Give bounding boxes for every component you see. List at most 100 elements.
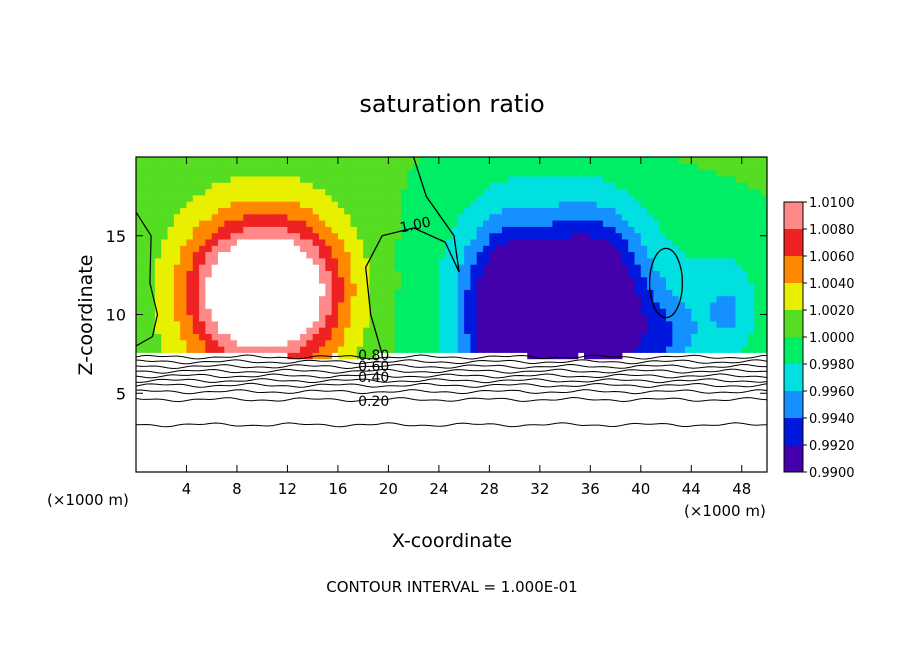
field-cell: [520, 295, 528, 303]
field-cell: [640, 333, 648, 341]
field-cell: [647, 327, 655, 334]
field-cell: [394, 339, 402, 347]
field-cell: [262, 289, 270, 297]
field-cell: [565, 194, 572, 202]
field-cell: [716, 238, 724, 246]
field-cell: [142, 339, 150, 347]
field-cell: [255, 245, 263, 253]
field-cell: [224, 188, 232, 196]
field-cell: [760, 226, 767, 234]
field-cell: [577, 188, 585, 196]
field-cell: [173, 201, 181, 208]
field-cell: [312, 182, 320, 190]
field-cell: [520, 314, 528, 322]
field-cell: [438, 257, 446, 265]
field-cell: [161, 333, 169, 341]
field-cell: [539, 182, 547, 190]
field-cell: [142, 333, 150, 341]
field-cell: [356, 175, 364, 183]
field-cell: [173, 308, 181, 316]
field-cell: [735, 182, 743, 190]
field-cell: [457, 238, 465, 246]
field-cell: [224, 226, 232, 234]
field-cell: [710, 295, 718, 303]
field-cell: [741, 201, 749, 208]
field-cell: [180, 333, 188, 341]
field-cell: [621, 194, 629, 202]
field-cell: [426, 169, 434, 177]
field-cell: [224, 175, 232, 183]
field-cell: [647, 346, 655, 353]
field-cell: [653, 207, 661, 215]
field-cell: [729, 157, 737, 164]
field-cell: [268, 314, 276, 322]
field-cell: [565, 220, 572, 227]
field-cell: [508, 327, 516, 334]
field-cell: [363, 333, 371, 341]
field-cell: [577, 346, 585, 353]
field-cell: [621, 339, 629, 347]
field-cell: [438, 226, 446, 234]
field-cell: [192, 220, 200, 227]
field-cell: [445, 220, 453, 227]
field-cell: [413, 245, 421, 253]
field-cell: [584, 346, 591, 353]
field-cell: [533, 201, 541, 208]
field-cell: [464, 320, 472, 328]
field-cell: [678, 194, 686, 202]
field-cell: [312, 320, 320, 328]
field-cell: [476, 320, 484, 328]
field-cell: [300, 320, 307, 328]
field-cell: [394, 295, 402, 303]
field-cell: [243, 188, 251, 196]
field-cell: [205, 188, 213, 196]
field-cell: [281, 201, 289, 208]
field-cell: [489, 333, 497, 341]
field-cell: [318, 201, 326, 208]
field-cell: [697, 175, 705, 183]
field-cell: [388, 283, 396, 290]
field-cell: [628, 346, 636, 353]
field-cell: [300, 289, 307, 297]
field-cell: [186, 182, 194, 190]
field-cell: [533, 257, 541, 265]
field-cell: [445, 251, 453, 259]
field-cell: [546, 175, 554, 183]
field-cell: [205, 238, 213, 246]
field-cell: [211, 207, 219, 215]
field-cell: [703, 264, 711, 271]
field-cell: [318, 163, 326, 171]
field-cell: [236, 238, 244, 246]
field-cell: [748, 308, 755, 316]
field-cell: [659, 220, 667, 227]
field-cell: [268, 175, 276, 183]
field-cell: [539, 270, 547, 278]
field-cell: [224, 295, 232, 303]
field-cell: [363, 308, 371, 316]
field-cell: [666, 194, 673, 202]
field-cell: [697, 182, 705, 190]
field-cell: [161, 245, 169, 253]
field-cell: [495, 163, 503, 171]
field-cell: [230, 308, 238, 316]
field-cell: [161, 175, 169, 183]
field-cell: [489, 346, 497, 353]
field-cell: [281, 251, 289, 259]
field-cell: [350, 333, 358, 341]
field-cell: [672, 270, 680, 278]
field-cell: [666, 283, 673, 290]
field-cell: [609, 213, 617, 221]
field-cell: [401, 339, 408, 347]
field-cell: [659, 207, 667, 215]
field-cell: [211, 276, 219, 284]
field-cell: [236, 327, 244, 334]
field-cell: [136, 182, 143, 190]
field-cell: [413, 257, 421, 265]
field-cell: [199, 301, 207, 309]
field-cell: [407, 308, 415, 316]
field-cell: [489, 238, 497, 246]
field-cell: [729, 201, 737, 208]
field-cell: [501, 175, 509, 183]
field-cell: [186, 188, 194, 196]
field-cell: [255, 188, 263, 196]
